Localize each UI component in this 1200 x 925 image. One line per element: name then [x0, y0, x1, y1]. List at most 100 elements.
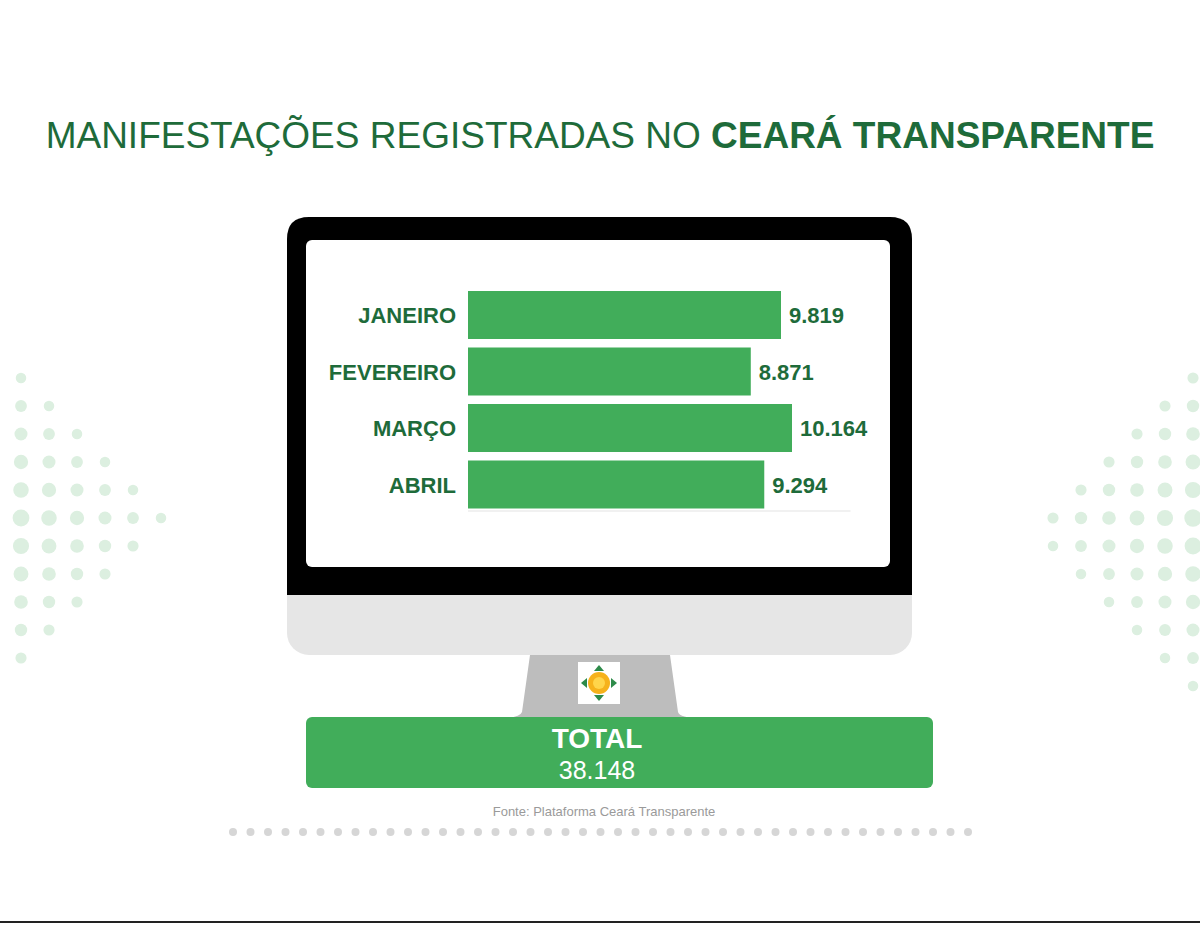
- separator-dot: [614, 828, 622, 836]
- bar: [468, 291, 781, 339]
- decor-dot: [1158, 455, 1172, 469]
- separator-dot: [562, 828, 570, 836]
- separator-dot: [807, 828, 815, 836]
- separator-dot: [912, 828, 920, 836]
- decor-dot: [14, 595, 28, 609]
- decor-dot: [1075, 484, 1086, 495]
- decor-dot: [70, 539, 84, 553]
- decor-dot: [43, 596, 55, 608]
- decor-dot: [14, 427, 27, 440]
- decor-dot: [13, 482, 29, 498]
- decor-dot: [71, 596, 82, 607]
- separator-dot: [719, 828, 727, 836]
- separator-dot: [404, 828, 412, 836]
- decor-dot: [43, 428, 55, 440]
- decor-dot: [1158, 595, 1171, 608]
- separator-dot: [457, 828, 465, 836]
- decor-dot: [1132, 625, 1143, 636]
- decor-dot: [16, 373, 27, 384]
- logo-sun: [593, 677, 605, 689]
- bottom-rule: [0, 921, 1200, 923]
- decor-dot: [1102, 539, 1115, 552]
- decor-dot: [15, 624, 27, 636]
- title: MANIFESTAÇÕES REGISTRADAS NO CEARÁ TRANS…: [46, 115, 1155, 156]
- separator-dot: [387, 828, 395, 836]
- decor-dot: [1159, 400, 1170, 411]
- monitor-chin: [287, 217, 912, 617]
- decor-dot: [1102, 511, 1116, 525]
- decor-dot: [44, 401, 55, 412]
- decor-dot: [1159, 624, 1171, 636]
- decor-dot: [98, 511, 111, 524]
- decor-dot: [1103, 568, 1115, 580]
- separator-dot: [702, 828, 710, 836]
- monitor-stand: [500, 655, 700, 718]
- title-part: MANIFESTAÇÕES REGISTRADAS NO: [46, 115, 711, 156]
- monitor-chin: [287, 595, 912, 620]
- decor-dot: [13, 538, 29, 554]
- decor-dot: [1130, 567, 1143, 580]
- decor-dot: [42, 455, 55, 468]
- separator-dot: [737, 828, 745, 836]
- logo-shape: [594, 665, 604, 671]
- decor-dot: [1158, 483, 1173, 498]
- decor-dot: [72, 429, 83, 440]
- separator-dot: [369, 828, 377, 836]
- decor-dot: [14, 567, 29, 582]
- logo-bg: [578, 662, 620, 704]
- title-emphasis: CEARÁ TRANSPARENTE: [711, 115, 1154, 156]
- decor-dot: [1048, 541, 1059, 552]
- decor-dot: [1047, 512, 1058, 523]
- decor-dot: [1075, 540, 1087, 552]
- decor-dot: [1187, 652, 1199, 664]
- decor-dot: [1130, 511, 1145, 526]
- logo-sun: [588, 672, 610, 694]
- decor-dot: [42, 567, 56, 581]
- decor-dot: [1131, 428, 1142, 439]
- decor-dot: [1103, 484, 1115, 496]
- separator-dot: [282, 828, 290, 836]
- logo-shape: [611, 678, 617, 688]
- monitor-bezel: [287, 217, 912, 595]
- labels: JANEIRO9.819FEVEREIRO8.871MARÇO10.164ABR…: [329, 303, 868, 498]
- category-label: FEVEREIRO: [329, 360, 456, 385]
- bar: [468, 461, 764, 509]
- dot-separator: [229, 828, 972, 836]
- separator-dot: [597, 828, 605, 836]
- decor-dot: [99, 484, 111, 496]
- separator-dot: [947, 828, 955, 836]
- decor-dot: [100, 457, 111, 468]
- decor-dot: [1187, 400, 1199, 412]
- decor-dot: [156, 513, 167, 524]
- separator-dot: [964, 828, 972, 836]
- decor-dot: [1184, 509, 1200, 526]
- separator-dot: [842, 828, 850, 836]
- decor-dot: [71, 568, 83, 580]
- decor-dots: [13, 373, 167, 664]
- decor-dot: [99, 568, 110, 579]
- decor-dot: [1185, 538, 1200, 555]
- separator-dot: [929, 828, 937, 836]
- separator-dot: [632, 828, 640, 836]
- separator-dot: [859, 828, 867, 836]
- source: Fonte: Plataforma Ceará Transparente: [493, 804, 716, 819]
- separator-dot: [229, 828, 237, 836]
- bars: [468, 291, 792, 509]
- decor-dot: [1103, 456, 1114, 467]
- decor-dot: [1159, 428, 1171, 440]
- separator-dot: [772, 828, 780, 836]
- decor-dot: [42, 483, 56, 497]
- decor-dot: [14, 455, 28, 469]
- separator-dot: [684, 828, 692, 836]
- category-label: JANEIRO: [358, 303, 456, 328]
- separator-dot: [894, 828, 902, 836]
- data-label: 8.871: [759, 360, 814, 385]
- decor-dot: [1187, 372, 1198, 383]
- separator-dot: [474, 828, 482, 836]
- decor-dot: [127, 540, 138, 551]
- decor-dot: [99, 540, 111, 552]
- decor-dot: [13, 510, 30, 527]
- total-label: TOTAL: [552, 723, 643, 754]
- decor-dot: [1157, 510, 1173, 526]
- separator-dot: [649, 828, 657, 836]
